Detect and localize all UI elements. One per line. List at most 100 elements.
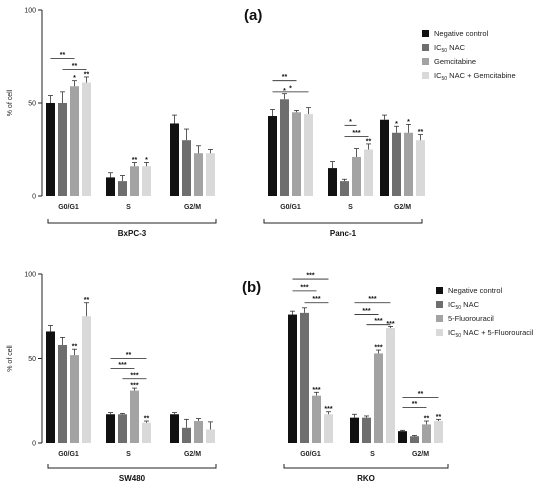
y-axis-label: % of cell (7, 345, 14, 372)
x-category-label: G0/G1 (280, 204, 301, 211)
bar (386, 328, 395, 443)
bar (182, 427, 191, 443)
bar (194, 421, 203, 443)
comparison-marker: ** (126, 352, 132, 359)
comparison-marker: * (349, 119, 352, 126)
comparison-marker: *** (130, 372, 138, 379)
legend-entry-5-fluorouracil: 5-Fluorouracil (448, 314, 494, 323)
significance-marker: * (395, 121, 398, 128)
significance-marker: ** (72, 344, 78, 351)
group-label: SW480 (119, 474, 146, 483)
bar (324, 414, 333, 443)
bar (118, 181, 127, 196)
bar (106, 414, 115, 443)
bar (392, 132, 401, 196)
comparison-marker: * (289, 85, 292, 92)
group-label: Panc-1 (330, 229, 357, 238)
comparison-marker: *** (300, 284, 308, 291)
x-category-label: G2/M (184, 204, 201, 211)
bar (70, 86, 79, 196)
significance-marker: * (145, 157, 148, 164)
bar (170, 414, 179, 443)
significance-marker: ** (144, 416, 150, 423)
comparison-marker: ** (282, 74, 288, 81)
chart-title: (a) (244, 7, 262, 24)
legend-swatch (422, 58, 429, 65)
bar (194, 153, 203, 196)
y-tick-label: 100 (24, 272, 36, 279)
significance-marker: ** (84, 71, 90, 78)
legend-swatch (422, 44, 429, 51)
bar (312, 395, 321, 443)
bar (142, 166, 151, 196)
legend-swatch (436, 329, 443, 336)
bar (46, 331, 55, 443)
significance-marker: ** (436, 414, 442, 421)
legend-entry-negative-control: Negative control (434, 29, 489, 38)
comparison-marker: *** (352, 130, 360, 137)
legend-swatch (436, 287, 443, 294)
x-category-label: S (126, 451, 131, 458)
legend-entry-ic50-nac: IC50 NAC (448, 300, 480, 311)
bar (206, 153, 215, 196)
bar (328, 168, 337, 196)
x-category-label: G2/M (412, 451, 429, 458)
legend-entry-ic50-nac--5-fluorouracil: IC50 NAC + 5-Fluorouracil (448, 328, 534, 339)
legend-swatch (436, 315, 443, 322)
significance-marker: *** (130, 383, 138, 390)
comparison-marker: *** (368, 296, 376, 303)
bar (340, 181, 349, 196)
legend-entry-negative-control: Negative control (448, 286, 503, 295)
bar (404, 132, 413, 196)
bar (434, 421, 443, 443)
bar (82, 316, 91, 443)
bar (130, 390, 139, 443)
bar (206, 429, 215, 443)
group-bracket (263, 219, 423, 224)
bar (58, 103, 67, 196)
bar (82, 82, 91, 196)
significance-marker: *** (374, 345, 382, 352)
x-category-label: G0/G1 (58, 451, 79, 458)
legend-entry-ic50-nac--gemcitabine: IC50 NAC + Gemcitabine (434, 71, 516, 82)
bar (142, 422, 151, 443)
significance-marker: *** (386, 321, 394, 328)
y-tick-label: 0 (32, 441, 36, 448)
x-category-label: S (370, 451, 375, 458)
group-bracket (47, 464, 217, 469)
x-category-label: G2/M (394, 204, 411, 211)
x-category-label: G0/G1 (58, 204, 79, 211)
significance-marker: * (73, 75, 76, 82)
significance-marker: *** (312, 387, 320, 394)
comparison-marker: *** (312, 296, 320, 303)
bar (350, 417, 359, 443)
significance-marker: ** (424, 416, 430, 423)
comparison-marker: ** (418, 391, 424, 398)
legend-swatch (422, 72, 429, 79)
x-category-label: G2/M (184, 451, 201, 458)
significance-marker: *** (324, 406, 332, 413)
group-bracket (47, 219, 217, 224)
y-tick-label: 50 (28, 356, 36, 363)
group-bracket (283, 464, 449, 469)
bar (374, 353, 383, 443)
bar (118, 414, 127, 443)
y-tick-label: 100 (24, 8, 36, 15)
bar (46, 103, 55, 196)
significance-marker: ** (366, 138, 372, 145)
bar (292, 112, 301, 196)
legend-entry-ic50-nac: IC50 NAC (434, 43, 466, 54)
bar (170, 123, 179, 196)
legend-swatch (422, 30, 429, 37)
bar (70, 355, 79, 443)
significance-marker: ** (84, 297, 90, 304)
significance-marker: ** (132, 157, 138, 164)
bar (410, 436, 419, 443)
bar (58, 344, 67, 443)
significance-marker: * (407, 119, 410, 126)
legend-entry-gemcitabine: Gemcitabine (434, 57, 476, 66)
bar (364, 149, 373, 196)
bar (288, 314, 297, 443)
